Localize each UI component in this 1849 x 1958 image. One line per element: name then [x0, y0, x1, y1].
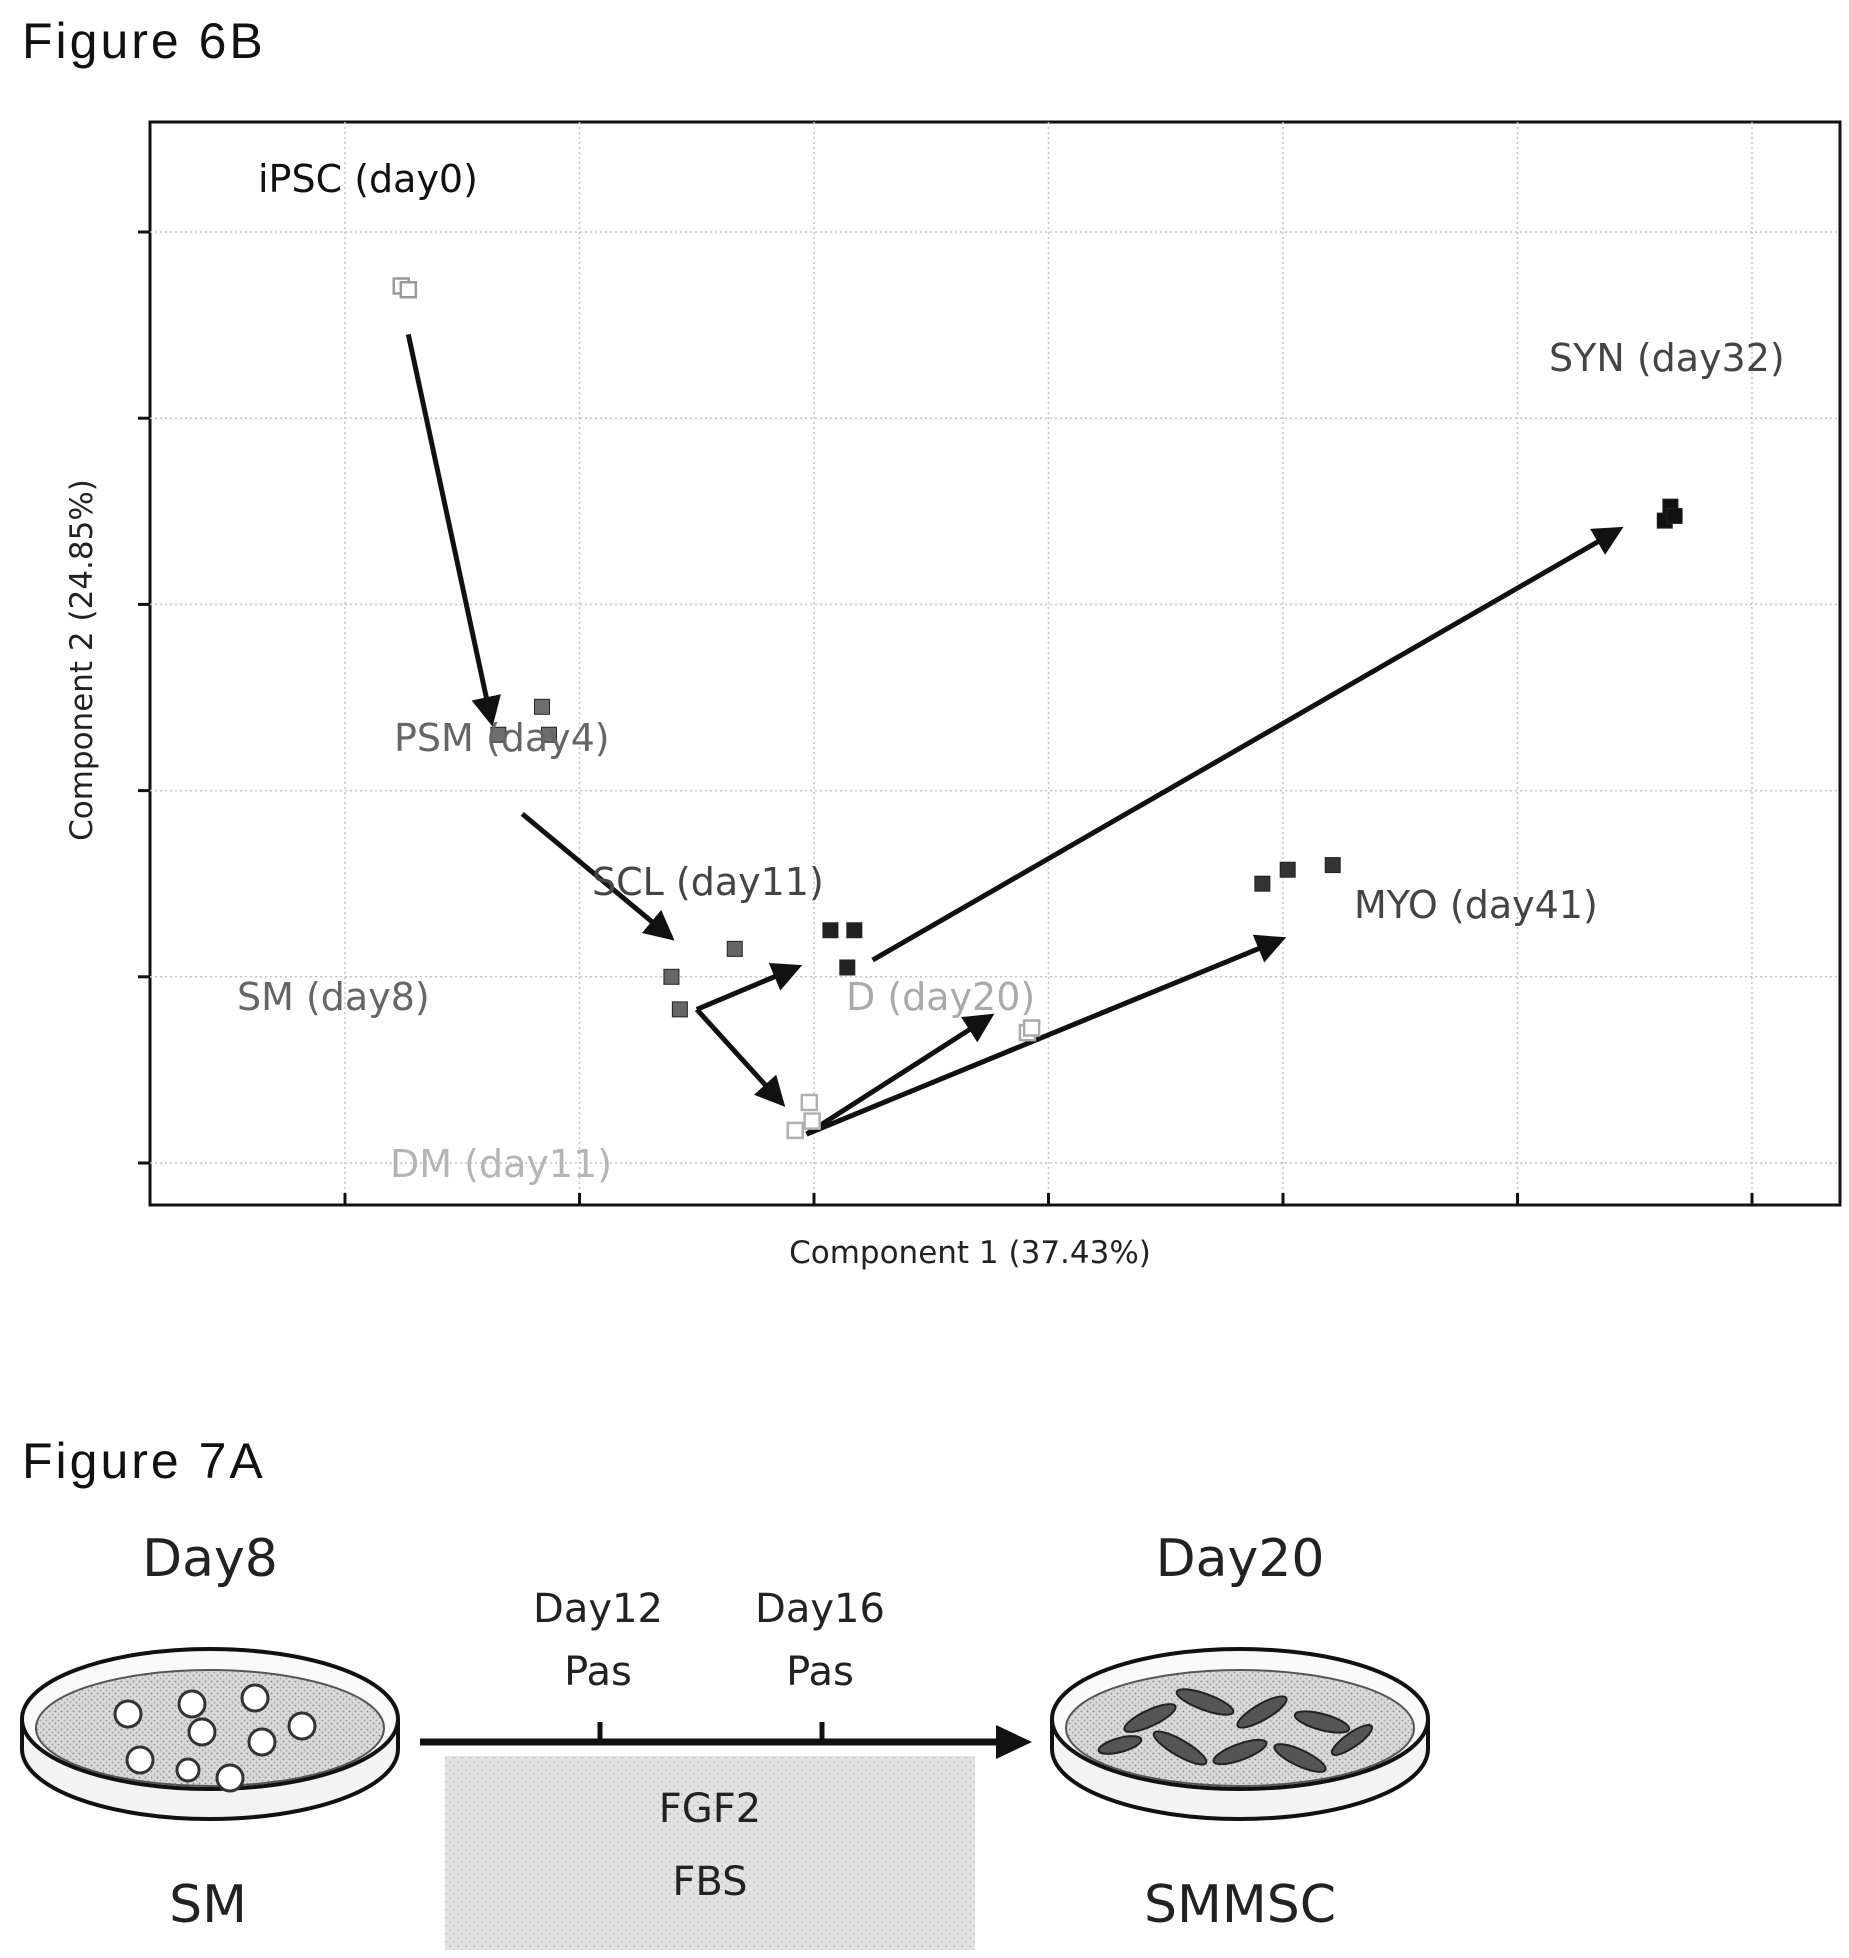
point-ipsc-day0	[399, 280, 418, 299]
timeline-arrowhead	[996, 1725, 1032, 1759]
passage-2-label: Pas	[786, 1649, 854, 1695]
y-axis-title: Component 2 (24.85%)	[64, 479, 100, 841]
point-dm-day11	[786, 1121, 804, 1140]
point-dm-day11	[803, 1112, 821, 1130]
trajectory-arrow	[694, 1007, 786, 1107]
passage-1-day: Day12	[533, 1586, 663, 1632]
start-cells-label: SM	[169, 1875, 247, 1935]
point-myo-day41	[1324, 857, 1341, 874]
timeline	[420, 1722, 1032, 1759]
label-sm-day8: SM (day8)	[237, 975, 430, 1019]
point-scl-day11	[822, 922, 839, 939]
passage-1-label: Pas	[564, 1649, 632, 1695]
end-cells-label: SMMSC	[1144, 1875, 1336, 1935]
trajectory-arrow	[695, 962, 803, 1012]
culture-dish-sm	[20, 1647, 400, 1821]
point-sm-day8	[671, 1001, 688, 1018]
round-cells	[113, 1683, 317, 1793]
culture-dish-smmsc	[1050, 1647, 1430, 1821]
point-d-day20	[1022, 1019, 1041, 1037]
medium-line-1: FGF2	[659, 1786, 761, 1832]
trajectory-arrow	[805, 934, 1287, 1137]
end-day-label: Day20	[1156, 1529, 1325, 1589]
label-syn-day32: SYN (day32)	[1549, 336, 1785, 380]
point-dm-day11	[800, 1093, 819, 1112]
trajectory-arrow	[871, 526, 1624, 963]
passage-2-day: Day16	[755, 1586, 885, 1632]
label-psm-day4: PSM (day4)	[394, 716, 610, 760]
point-sm-day8	[726, 940, 743, 957]
figure-6b-label: Figure 6B	[22, 13, 266, 69]
spindle-cells	[1097, 1688, 1374, 1773]
plot-frame	[148, 120, 1842, 1207]
group-labels: iPSC (day0) PSM (day4) SM (day8) SCL (day11…	[237, 157, 1785, 1186]
pca-scatter-plot: iPSC (day0) PSM (day4) SM (day8) SCL (day11…	[138, 120, 1842, 1207]
x-axis-title: Component 1 (37.43%)	[789, 1235, 1151, 1271]
trajectory-arrows	[405, 333, 1624, 1137]
label-dm-day11: DM (day11)	[390, 1142, 612, 1186]
label-scl-day11: SCL (day11)	[592, 860, 824, 904]
culture-medium-box	[445, 1756, 975, 1950]
axis-ticks	[138, 230, 1754, 1205]
label-myo-day41: MYO (day41)	[1354, 883, 1598, 927]
medium-line-2: FBS	[672, 1859, 747, 1905]
trajectory-arrow	[405, 333, 501, 727]
point-myo-day41	[1279, 861, 1296, 878]
point-psm-day4	[490, 726, 507, 743]
gridlines	[150, 122, 1840, 1205]
start-day-label: Day8	[142, 1529, 278, 1589]
point-scl-day11	[839, 959, 856, 976]
point-myo-day41	[1254, 875, 1271, 892]
label-ipsc-day0: iPSC (day0)	[258, 157, 478, 201]
label-d-day20: D (day20)	[846, 975, 1035, 1019]
point-sm-day8	[663, 968, 680, 985]
data-points	[392, 277, 1683, 1140]
point-scl-day11	[846, 922, 863, 939]
point-syn-day32	[1666, 507, 1683, 524]
trajectory-arrow	[805, 1013, 995, 1137]
trajectory-arrow	[520, 811, 675, 941]
figure-7a-label: Figure 7A	[22, 1433, 266, 1489]
point-psm-day4	[541, 726, 558, 743]
point-psm-day4	[533, 698, 550, 715]
